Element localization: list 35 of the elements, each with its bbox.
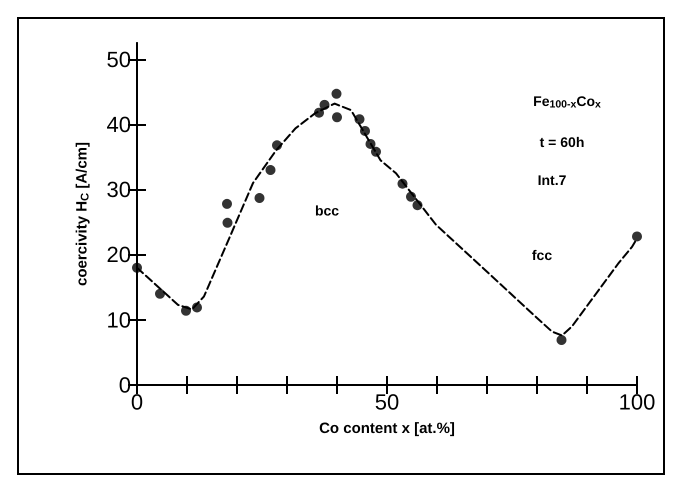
point [360, 126, 370, 136]
annotation: Int.7 [538, 172, 567, 188]
point [632, 231, 642, 242]
point [222, 198, 232, 209]
y-tick-label: 10 [106, 307, 131, 332]
point [254, 193, 264, 204]
y-tick-label: 50 [106, 46, 131, 72]
point [556, 335, 566, 346]
point [354, 114, 364, 124]
point [412, 200, 422, 210]
point [181, 306, 191, 316]
annotation: fcc [532, 247, 552, 264]
point [366, 138, 376, 149]
point [272, 140, 282, 150]
point [314, 108, 324, 118]
point [406, 192, 416, 202]
point [192, 302, 202, 312]
point [222, 218, 232, 228]
point [320, 100, 330, 110]
point [266, 165, 276, 176]
point [155, 288, 165, 299]
point [398, 178, 408, 189]
point [332, 88, 342, 99]
annotation: t = 60h [540, 134, 584, 150]
point [132, 262, 142, 273]
x-axis-title: Co content x [at.%] [319, 420, 455, 437]
x-tick-label: 100 [618, 390, 656, 414]
y-axis-title: coercivity HC [A/cm] [74, 142, 92, 286]
x-tick-label: 50 [374, 390, 400, 414]
y-tick-label: 40 [106, 112, 131, 137]
annotation: bcc [314, 202, 340, 219]
point [371, 146, 381, 157]
y-tick-label: 20 [106, 242, 131, 268]
y-tick-label: 30 [106, 177, 131, 202]
point [332, 112, 342, 122]
